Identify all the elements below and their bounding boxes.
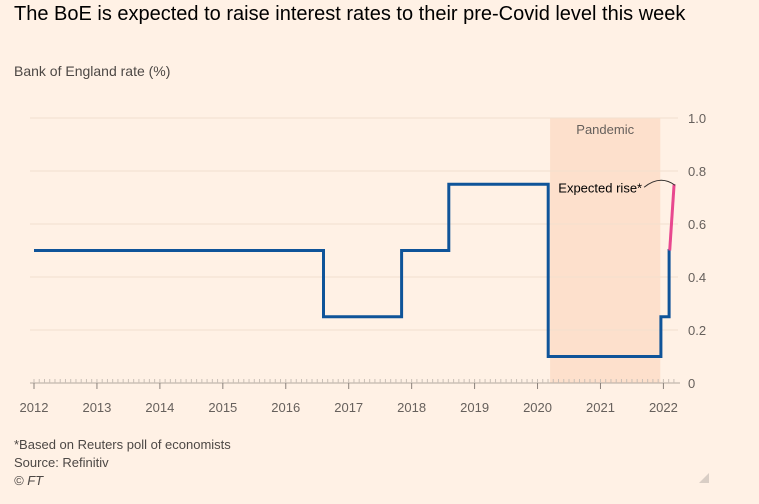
- x-tick-label: 2019: [460, 400, 489, 415]
- y-tick-label: 0.4: [688, 270, 706, 285]
- x-tick-label: 2020: [523, 400, 552, 415]
- x-tick-label: 2013: [82, 400, 111, 415]
- y-tick-label: 0: [688, 376, 695, 391]
- y-axis-ticks: 0 0.2 0.4 0.6 0.8 1.0: [688, 111, 706, 391]
- chart-footer: *Based on Reuters poll of economists Sou…: [14, 436, 231, 490]
- chart-subtitle: Bank of England rate (%): [14, 63, 171, 79]
- series-lines: [34, 182, 676, 358]
- x-tick-label: 2021: [586, 400, 615, 415]
- resize-corner-icon: [699, 473, 709, 483]
- y-tick-label: 0.6: [688, 217, 706, 232]
- x-tick-label: 2015: [208, 400, 237, 415]
- y-tick-label: 0.2: [688, 323, 706, 338]
- x-tick-label: 2012: [20, 400, 49, 415]
- annotation-connector: [643, 179, 676, 188]
- shaded-region-0: [550, 118, 661, 383]
- chart-title: The BoE is expected to raise interest ra…: [14, 3, 686, 25]
- series-line-expected-rise: [668, 184, 676, 251]
- y-tick-label: 1.0: [688, 111, 706, 126]
- credit-note: © FT: [14, 473, 44, 488]
- minor-ticks: [33, 379, 675, 383]
- footnote: *Based on Reuters poll of economists: [14, 437, 231, 452]
- x-axis-ticks: 2012 2013 2014 2015 2016 2017 2018 2019 2020 2021…: [20, 383, 678, 415]
- x-tick-label: 2022: [649, 400, 678, 415]
- x-tick-label: 2016: [271, 400, 300, 415]
- x-tick-label: 2014: [145, 400, 174, 415]
- source-note: Source: Refinitiv: [14, 455, 109, 470]
- series-line-bank-rate: [34, 182, 671, 358]
- x-tick-label: 2018: [397, 400, 426, 415]
- shaded-region-label: Pandemic: [576, 122, 634, 137]
- shaded-regions: Pandemic: [550, 118, 661, 383]
- gridlines: [30, 117, 680, 384]
- annotation-label: Expected rise*: [558, 180, 642, 195]
- rate-chart: Pandemic 00.20.40.60.81.0 2012 2013 2014 20…: [20, 111, 707, 415]
- annotations: Expected rise*: [558, 179, 676, 195]
- x-tick-label: 2017: [334, 400, 363, 415]
- y-tick-label: 0.8: [688, 164, 706, 179]
